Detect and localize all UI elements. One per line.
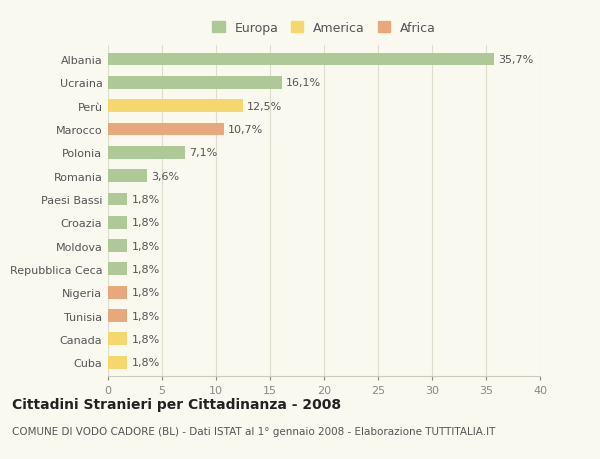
Text: 35,7%: 35,7% <box>498 55 533 65</box>
Text: 3,6%: 3,6% <box>151 171 179 181</box>
Bar <box>108 216 127 229</box>
Bar <box>108 123 224 136</box>
Text: 7,1%: 7,1% <box>189 148 217 158</box>
Bar <box>108 146 185 159</box>
Text: 16,1%: 16,1% <box>286 78 322 88</box>
Text: 1,8%: 1,8% <box>132 311 160 321</box>
Text: 12,5%: 12,5% <box>247 101 283 112</box>
Bar <box>108 240 127 252</box>
Bar <box>108 286 127 299</box>
Text: COMUNE DI VODO CADORE (BL) - Dati ISTAT al 1° gennaio 2008 - Elaborazione TUTTIT: COMUNE DI VODO CADORE (BL) - Dati ISTAT … <box>12 426 496 436</box>
Text: 1,8%: 1,8% <box>132 358 160 367</box>
Text: 1,8%: 1,8% <box>132 241 160 251</box>
Bar <box>108 356 127 369</box>
Legend: Europa, America, Africa: Europa, America, Africa <box>209 19 439 37</box>
Text: Cittadini Stranieri per Cittadinanza - 2008: Cittadini Stranieri per Cittadinanza - 2… <box>12 397 341 411</box>
Bar <box>108 77 282 90</box>
Bar <box>108 193 127 206</box>
Text: 1,8%: 1,8% <box>132 264 160 274</box>
Bar <box>108 53 494 66</box>
Bar <box>108 170 147 183</box>
Bar <box>108 263 127 276</box>
Bar <box>108 309 127 322</box>
Text: 1,8%: 1,8% <box>132 195 160 205</box>
Text: 1,8%: 1,8% <box>132 218 160 228</box>
Bar <box>108 100 243 113</box>
Text: 1,8%: 1,8% <box>132 334 160 344</box>
Text: 10,7%: 10,7% <box>228 125 263 134</box>
Text: 1,8%: 1,8% <box>132 288 160 297</box>
Bar <box>108 333 127 346</box>
